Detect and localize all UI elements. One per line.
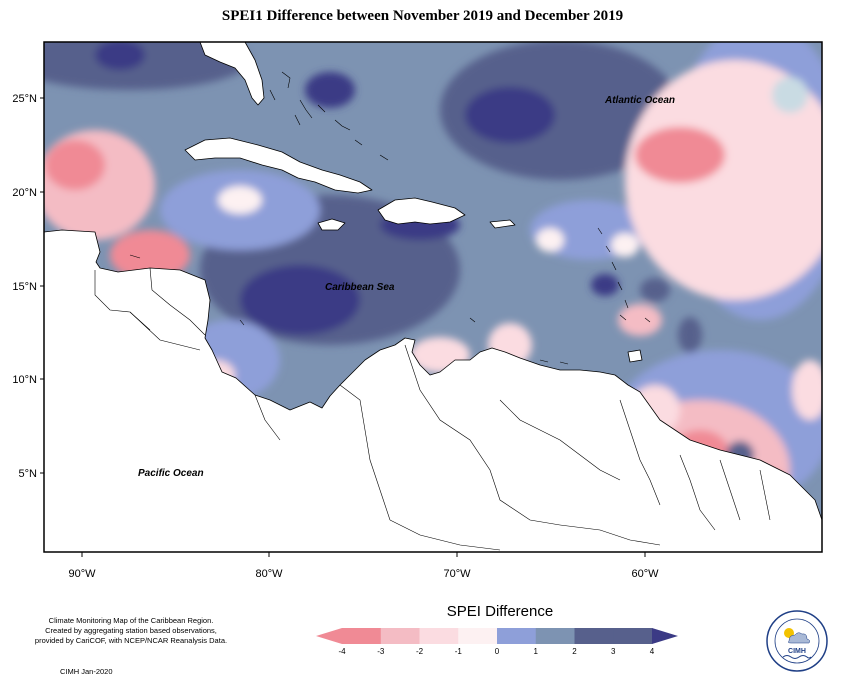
florida xyxy=(199,42,265,106)
credits-line: provided by CariCOF, with NCEP/NCAR Rean… xyxy=(34,636,228,645)
lat-label: 10°N xyxy=(12,374,37,386)
legend-swatch xyxy=(613,628,653,644)
spei-negative-patch xyxy=(625,60,822,300)
jamaica xyxy=(317,218,346,231)
spei-core xyxy=(305,72,355,108)
lon-label: 90°W xyxy=(68,568,96,580)
map-title: SPEI1 Difference between November 2019 a… xyxy=(221,8,624,24)
legend-ticks: -4 -3 -2 -1 0 1 2 3 4 xyxy=(338,647,654,656)
spei-patch xyxy=(440,42,680,180)
spei-patch xyxy=(772,77,808,113)
caribbean-sea-label: Caribbean Sea xyxy=(325,282,395,293)
hispaniola xyxy=(377,197,466,225)
legend-tick-label: -3 xyxy=(377,647,385,656)
legend-swatch xyxy=(574,628,614,644)
legend-tick-label: 1 xyxy=(534,647,539,656)
land-masses xyxy=(44,42,822,552)
spei-negative-patch xyxy=(536,228,564,252)
spei-core xyxy=(95,42,145,70)
lat-label: 15°N xyxy=(12,281,37,293)
map-figure: 25°N 20°N 15°N 10°N 5°N 90°W 80°W 70°W 6… xyxy=(12,41,823,580)
legend-arrow-right xyxy=(652,628,678,644)
legend-tick-label: -2 xyxy=(416,647,424,656)
legend-tick-label: 2 xyxy=(572,647,577,656)
legend-tick-label: 0 xyxy=(495,647,500,656)
spei-patch xyxy=(792,360,822,420)
map-frame xyxy=(43,41,823,553)
small-islands xyxy=(129,71,651,365)
spei-core xyxy=(240,265,360,335)
spei-negative-patch xyxy=(218,186,262,214)
legend-title: SPEI Difference xyxy=(446,603,554,620)
credits-line: Climate Monitoring Map of the Caribbean … xyxy=(48,616,214,625)
logo-text: CIMH xyxy=(788,648,806,655)
country-borders xyxy=(94,267,771,551)
spei-negative-patch xyxy=(611,233,639,257)
lon-label: 80°W xyxy=(255,568,283,580)
legend-tick-label: -1 xyxy=(455,647,463,656)
legend-swatch xyxy=(458,628,498,644)
credits-line: Created by aggregating station based obs… xyxy=(45,626,217,635)
spei-negative-patch xyxy=(635,127,725,183)
legend-swatch xyxy=(342,628,382,644)
lat-label: 5°N xyxy=(19,468,38,480)
spei-core xyxy=(678,317,702,353)
legend-swatch xyxy=(497,628,537,644)
cimh-logo: CIMH xyxy=(766,610,828,672)
spei-core xyxy=(465,87,555,143)
spei-negative-patch xyxy=(45,140,105,190)
puerto-rico xyxy=(489,219,516,229)
lat-ticks xyxy=(40,97,44,474)
legend-tick-label: 4 xyxy=(650,647,655,656)
trinidad xyxy=(627,349,643,363)
legend-tick-label: 3 xyxy=(611,647,616,656)
spei-core xyxy=(591,274,619,296)
spei-negative-patch xyxy=(110,230,190,280)
lat-label: 20°N xyxy=(12,187,37,199)
lon-label: 60°W xyxy=(631,568,659,580)
lat-label: 25°N xyxy=(12,93,37,105)
legend-swatch xyxy=(380,628,420,644)
credits-org: CIMH Jan-2020 xyxy=(60,667,113,676)
legend-swatches xyxy=(316,628,678,644)
legend-swatch xyxy=(535,628,575,644)
atlantic-ocean-label: Atlantic Ocean xyxy=(604,95,675,106)
spei-negative-patch xyxy=(618,304,662,336)
legend-tick-label: -4 xyxy=(338,647,346,656)
lon-label: 70°W xyxy=(443,568,471,580)
cloud-icon xyxy=(788,632,810,644)
legend-arrow-left xyxy=(316,628,342,644)
legend-swatch xyxy=(419,628,459,644)
credits-block: Climate Monitoring Map of the Caribbean … xyxy=(16,616,246,646)
spei-core xyxy=(640,278,670,302)
pacific-ocean-label: Pacific Ocean xyxy=(138,468,204,479)
wave-icon xyxy=(782,655,812,659)
lon-ticks xyxy=(81,552,646,557)
color-legend: -4 -3 -2 -1 0 1 2 3 4 xyxy=(316,628,678,656)
central-america xyxy=(44,229,822,552)
cuba xyxy=(184,137,373,194)
map-plot-area xyxy=(44,42,822,552)
